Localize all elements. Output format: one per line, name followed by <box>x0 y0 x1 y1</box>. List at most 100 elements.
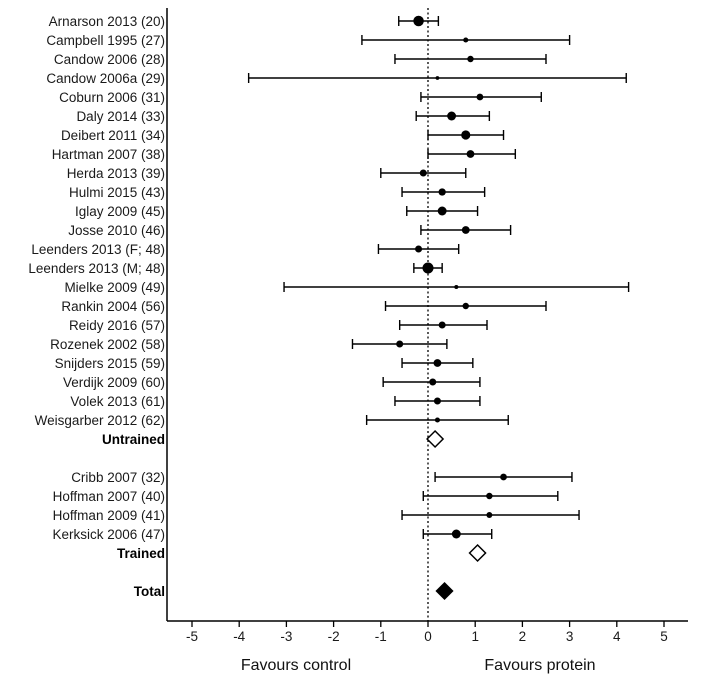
point-estimate <box>435 76 440 80</box>
point-estimate <box>419 169 427 177</box>
point-estimate <box>476 93 484 101</box>
point-estimate <box>438 188 446 196</box>
study-label: Josse 2010 (46) <box>68 223 165 238</box>
point-estimate <box>415 245 423 253</box>
study-label: Hartman 2007 (38) <box>52 147 165 162</box>
study-row: Snijders 2015 (59) <box>55 356 474 371</box>
study-label: Candow 2006 (28) <box>54 52 165 67</box>
point-estimate <box>429 378 437 386</box>
study-label: Leenders 2013 (F; 48) <box>31 242 165 257</box>
point-estimate <box>461 130 471 140</box>
study-label: Rozenek 2002 (58) <box>50 337 165 352</box>
study-label: Hoffman 2007 (40) <box>53 489 165 504</box>
summary-diamond <box>435 581 454 601</box>
study-label: Mielke 2009 (49) <box>64 280 165 295</box>
study-row: Coburn 2006 (31) <box>59 90 542 105</box>
study-label: Verdijk 2009 (60) <box>63 375 165 390</box>
study-row: Reidy 2016 (57) <box>69 318 488 333</box>
study-row: Hoffman 2009 (41) <box>53 508 580 523</box>
point-estimate <box>433 359 442 367</box>
study-label: Rankin 2004 (56) <box>61 299 165 314</box>
study-row: Cribb 2007 (32) <box>71 470 573 485</box>
study-label: Reidy 2016 (57) <box>69 318 165 333</box>
x-tick-label: -1 <box>375 629 387 644</box>
study-label: Herda 2013 (39) <box>67 166 165 181</box>
study-row: Herda 2013 (39) <box>67 166 467 181</box>
study-label: Candow 2006a (29) <box>46 71 165 86</box>
study-row: Daly 2014 (33) <box>76 109 491 124</box>
summary-diamond <box>426 429 445 449</box>
x-tick-label: -4 <box>233 629 245 644</box>
x-tick-label: 2 <box>519 629 527 644</box>
summary-row: Trained <box>117 543 487 563</box>
point-estimate <box>461 226 470 234</box>
study-row: Mielke 2009 (49) <box>64 280 630 295</box>
study-label: Volek 2013 (61) <box>70 394 165 409</box>
point-estimate <box>434 417 440 423</box>
point-estimate <box>486 512 493 518</box>
point-estimate <box>437 206 447 216</box>
point-estimate <box>463 37 469 43</box>
x-tick-label: -2 <box>328 629 340 644</box>
study-row: Rozenek 2002 (58) <box>50 337 448 352</box>
x-tick-label: 0 <box>424 629 432 644</box>
study-label: Snijders 2015 (59) <box>55 356 165 371</box>
study-label: Hoffman 2009 (41) <box>53 508 165 523</box>
study-row: Campbell 1995 (27) <box>46 33 571 48</box>
point-estimate <box>466 150 475 158</box>
point-estimate <box>467 55 474 63</box>
point-estimate <box>462 302 469 310</box>
study-label: Coburn 2006 (31) <box>59 90 165 105</box>
study-label: Iglay 2009 (45) <box>75 204 165 219</box>
study-row: Hulmi 2015 (43) <box>69 185 486 200</box>
summary-label: Trained <box>117 546 165 561</box>
summary-diamond <box>468 543 487 563</box>
point-estimate <box>422 262 434 274</box>
summary-label: Total <box>134 584 165 599</box>
study-row: Iglay 2009 (45) <box>75 204 479 219</box>
x-tick-label: 3 <box>566 629 574 644</box>
study-row: Josse 2010 (46) <box>68 223 512 238</box>
x-tick-label: 4 <box>613 629 621 644</box>
study-label: Daly 2014 (33) <box>76 109 165 124</box>
summary-label: Untrained <box>102 432 165 447</box>
x-tick-label: 5 <box>660 629 668 644</box>
x-tick-label: -5 <box>186 629 198 644</box>
favours-protein-label: Favours protein <box>484 657 595 674</box>
point-estimate <box>486 492 493 500</box>
point-estimate <box>454 284 459 290</box>
study-row: Arnarson 2013 (20) <box>49 14 440 29</box>
study-row: Leenders 2013 (F; 48) <box>31 242 460 257</box>
x-tick-label: 1 <box>471 629 479 644</box>
point-estimate <box>396 340 404 348</box>
study-row: Hoffman 2007 (40) <box>53 489 559 504</box>
study-row: Candow 2006a (29) <box>46 71 627 86</box>
study-row: Deibert 2011 (34) <box>61 128 505 143</box>
study-row: Rankin 2004 (56) <box>61 299 547 314</box>
study-row: Weisgarber 2012 (62) <box>35 413 509 428</box>
study-row: Leenders 2013 (M; 48) <box>28 261 443 276</box>
study-row: Hartman 2007 (38) <box>52 147 517 162</box>
study-label: Kerksick 2006 (47) <box>52 527 165 542</box>
study-label: Weisgarber 2012 (62) <box>35 413 165 428</box>
study-row: Candow 2006 (28) <box>54 52 547 67</box>
study-label: Leenders 2013 (M; 48) <box>28 261 165 276</box>
study-label: Cribb 2007 (32) <box>71 470 165 485</box>
study-rows: Arnarson 2013 (20) Campbell 1995 (27) Cand… <box>28 14 630 601</box>
study-label: Arnarson 2013 (20) <box>49 14 165 29</box>
point-estimate <box>451 529 461 539</box>
x-axis: Favours control Favours protein -5 -4 -3 -2… <box>166 8 688 674</box>
study-row: Kerksick 2006 (47) <box>52 527 493 542</box>
summary-row: Untrained <box>102 429 445 449</box>
point-estimate <box>438 321 446 329</box>
summary-row: Total <box>134 581 454 601</box>
study-label: Deibert 2011 (34) <box>61 128 165 143</box>
study-label: Campbell 1995 (27) <box>46 33 165 48</box>
point-estimate <box>413 15 424 27</box>
favours-control-label: Favours control <box>241 657 351 674</box>
point-estimate <box>500 473 507 481</box>
study-row: Verdijk 2009 (60) <box>63 375 481 390</box>
x-tick-label: -3 <box>280 629 292 644</box>
point-estimate <box>447 111 457 121</box>
